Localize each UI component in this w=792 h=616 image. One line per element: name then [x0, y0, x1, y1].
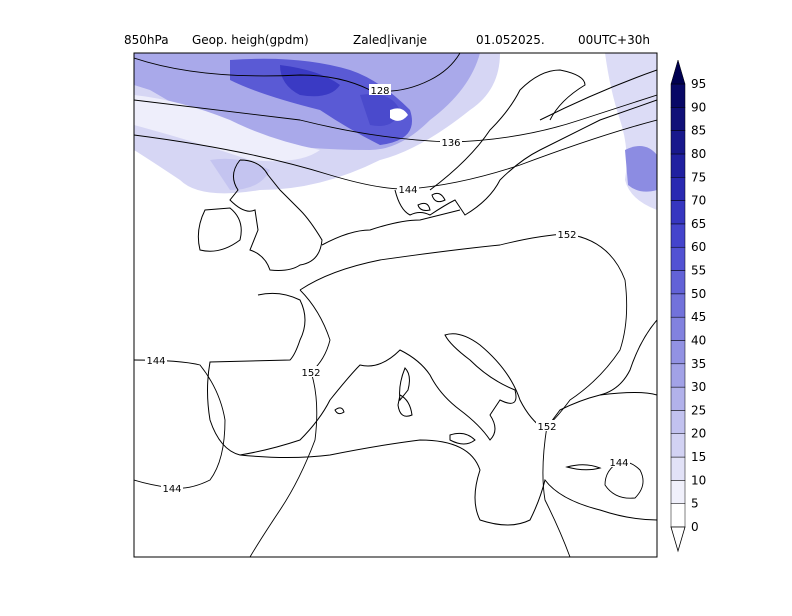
colorbar-top [670, 59, 686, 85]
colorbar-label: 15 [691, 450, 706, 464]
colorbar-swatch [670, 177, 686, 201]
colorbar-label: 55 [691, 264, 706, 278]
contour-label: 144 [162, 484, 181, 495]
colorbar-swatch [670, 480, 686, 504]
colorbar-label: 20 [691, 427, 706, 441]
colorbar-bottom [670, 526, 686, 553]
colorbar-label: 5 [691, 497, 699, 511]
colorbar-swatch [670, 433, 686, 458]
map-frame [133, 52, 658, 558]
map-area [134, 53, 657, 557]
colorbar-label: 75 [691, 170, 706, 184]
title: 850hPa Geop. heigh(gpdm) Zaled|ivanje 01… [124, 33, 650, 47]
colorbar-swatch [670, 340, 686, 365]
colorbar-label: 90 [691, 100, 706, 114]
label-backing [397, 183, 419, 194]
colorbar-swatch [670, 153, 686, 178]
colorbar-swatch [670, 316, 686, 341]
colorbar-label: 85 [691, 124, 706, 138]
contour-label: 136 [441, 138, 460, 149]
colorbar-swatch [670, 200, 686, 225]
label-backing [145, 354, 167, 365]
colorbar-label: 35 [691, 357, 706, 371]
label-backing [161, 482, 183, 493]
contour-label: 152 [301, 368, 320, 379]
label-backing [369, 84, 391, 95]
colorbar: 0 5 10 15 20 25 30 35 40 45 50 55 60 65 70 75 80 85 90 95 [670, 59, 706, 553]
colorbar-label: 45 [691, 310, 706, 324]
colorbar-label: 0 [691, 520, 699, 534]
colorbar-swatch [670, 130, 686, 155]
colorbar-label: 25 [691, 403, 706, 417]
colorbar-swatch [670, 410, 686, 434]
colorbar-swatch [670, 503, 686, 528]
colorbar-swatch [670, 456, 686, 481]
contour-labels: 128 136 144 152 144 152 144 152 144 [145, 84, 630, 495]
label-backing [300, 366, 322, 377]
contour-label: 152 [537, 422, 556, 433]
contour-label: 144 [398, 185, 417, 196]
title-run: 00UTC+30h [578, 33, 650, 47]
contour-label: 144 [609, 458, 628, 469]
coastlines [197, 69, 657, 526]
colorbar-label: 10 [691, 473, 706, 487]
label-backing [440, 136, 462, 147]
contour-label: 128 [370, 86, 389, 97]
colorbar-swatch [670, 246, 686, 271]
colorbar-swatch [670, 293, 686, 318]
contour-label: 144 [146, 356, 165, 367]
label-backing [556, 228, 578, 239]
colorbar-swatch [670, 83, 686, 108]
colorbar-label: 80 [691, 147, 706, 161]
colorbar-label: 70 [691, 194, 706, 208]
title-product: Zaled|ivanje [353, 33, 427, 47]
colorbar-label: 95 [691, 77, 706, 91]
title-level: 850hPa [124, 33, 169, 47]
label-backing [536, 420, 558, 431]
colorbar-label: 60 [691, 240, 706, 254]
colorbar-label: 40 [691, 333, 706, 347]
colorbar-swatch [670, 223, 686, 248]
contour-label: 152 [557, 230, 576, 241]
colorbar-swatch [670, 270, 686, 295]
colorbar-swatch [670, 107, 686, 131]
colorbar-swatch [670, 386, 686, 411]
colorbar-label: 50 [691, 287, 706, 301]
colorbar-label: 65 [691, 217, 706, 231]
title-date: 01.052025. [476, 33, 545, 47]
title-field: Geop. heigh(gpdm) [192, 33, 309, 47]
colorbar-label: 30 [691, 380, 706, 394]
label-backing [608, 456, 630, 467]
colorbar-swatch [670, 363, 686, 388]
